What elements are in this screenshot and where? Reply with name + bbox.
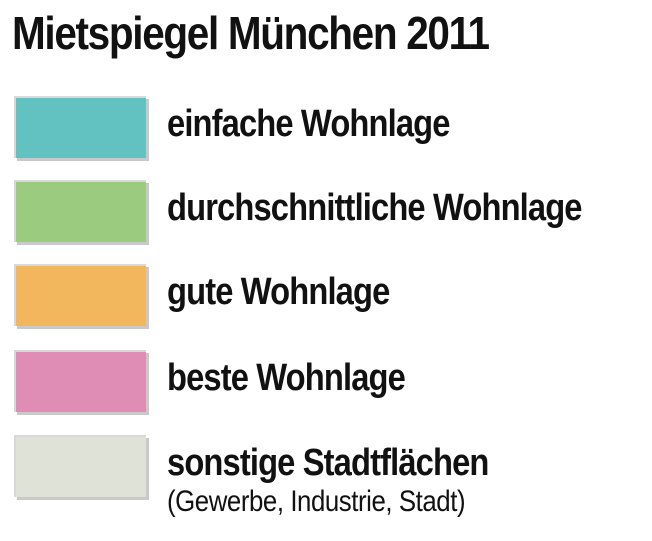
legend-label: einfache Wohnlage	[167, 103, 450, 145]
legend-swatch	[14, 435, 146, 497]
legend-swatch	[14, 264, 146, 326]
legend-swatch	[14, 180, 146, 242]
legend-label: durchschnittliche Wohnlage	[167, 187, 582, 229]
legend-item-gute-wohnlage: gute Wohnlage	[14, 264, 644, 334]
legend-item-durchschnittliche-wohnlage: durchschnittliche Wohnlage	[14, 180, 644, 250]
legend-label: gute Wohnlage	[167, 271, 390, 313]
legend-item-beste-wohnlage: beste Wohnlage	[14, 350, 644, 420]
legend-title: Mietspiegel München 2011	[12, 7, 490, 59]
legend-sublabel: (Gewerbe, Industrie, Stadt)	[167, 485, 466, 518]
legend-label: sonstige Stadtflächen	[167, 442, 489, 484]
legend-label: beste Wohnlage	[167, 357, 406, 399]
legend-swatch	[14, 350, 146, 412]
legend-item-einfache-wohnlage: einfache Wohnlage	[14, 96, 644, 166]
legend-swatch	[14, 96, 146, 158]
legend-item-sonstige-stadtflaechen: sonstige Stadtflächen (Gewerbe, Industri…	[14, 435, 644, 518]
